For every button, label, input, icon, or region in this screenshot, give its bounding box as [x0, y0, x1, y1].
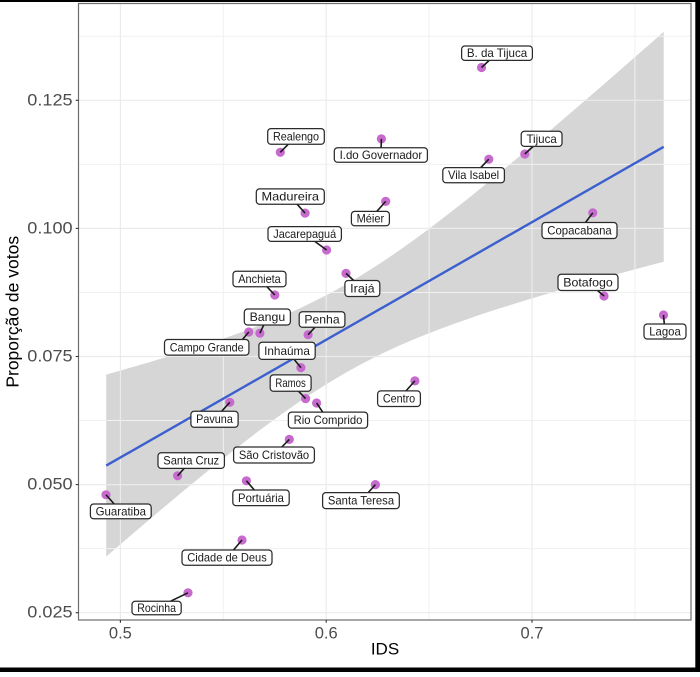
svg-text:Anchieta: Anchieta [238, 272, 281, 286]
svg-text:I.do Governador: I.do Governador [340, 148, 423, 162]
svg-text:0.075: 0.075 [27, 348, 72, 366]
svg-text:0.025: 0.025 [27, 604, 72, 622]
svg-text:Copacabana: Copacabana [547, 224, 612, 238]
svg-text:Penha: Penha [304, 313, 340, 327]
svg-text:Centro: Centro [383, 392, 416, 406]
svg-text:Botafogo: Botafogo [563, 275, 613, 289]
svg-text:0.5: 0.5 [109, 625, 132, 643]
svg-text:Vila Isabel: Vila Isabel [448, 168, 499, 182]
svg-text:Lagoa: Lagoa [649, 325, 681, 339]
svg-text:Irajá: Irajá [350, 282, 375, 296]
svg-text:Campo Grande: Campo Grande [170, 340, 244, 354]
svg-text:Méier: Méier [357, 212, 385, 226]
svg-text:Inhaúma: Inhaúma [264, 344, 310, 358]
svg-text:Santa Teresa: Santa Teresa [328, 494, 395, 508]
svg-text:0.125: 0.125 [27, 91, 72, 109]
svg-text:B. da Tijuca: B. da Tijuca [467, 46, 528, 60]
svg-text:Cidade de Deus: Cidade de Deus [187, 551, 267, 565]
svg-text:0.050: 0.050 [27, 476, 72, 494]
svg-text:Bangu: Bangu [250, 310, 286, 324]
svg-text:0.100: 0.100 [27, 219, 72, 237]
svg-text:Santa Cruz: Santa Cruz [163, 454, 219, 468]
svg-text:0.6: 0.6 [315, 625, 338, 643]
svg-text:São Cristovão: São Cristovão [239, 448, 310, 462]
svg-text:Pavuna: Pavuna [196, 412, 233, 426]
svg-text:Tijuca: Tijuca [526, 132, 557, 146]
svg-text:Madureira: Madureira [262, 190, 320, 204]
svg-text:Proporção de votos: Proporção de votos [3, 236, 23, 388]
svg-text:IDS: IDS [371, 640, 399, 659]
svg-text:Realengo: Realengo [273, 129, 319, 143]
svg-text:Portuária: Portuária [238, 491, 284, 505]
svg-text:Ramos: Ramos [275, 376, 305, 390]
svg-text:Rocinha: Rocinha [137, 601, 176, 615]
svg-text:Rio Comprido: Rio Comprido [294, 413, 363, 427]
svg-text:Jacarepaguá: Jacarepaguá [273, 227, 336, 241]
svg-text:Guaratiba: Guaratiba [96, 504, 147, 518]
svg-text:0.7: 0.7 [521, 625, 544, 643]
